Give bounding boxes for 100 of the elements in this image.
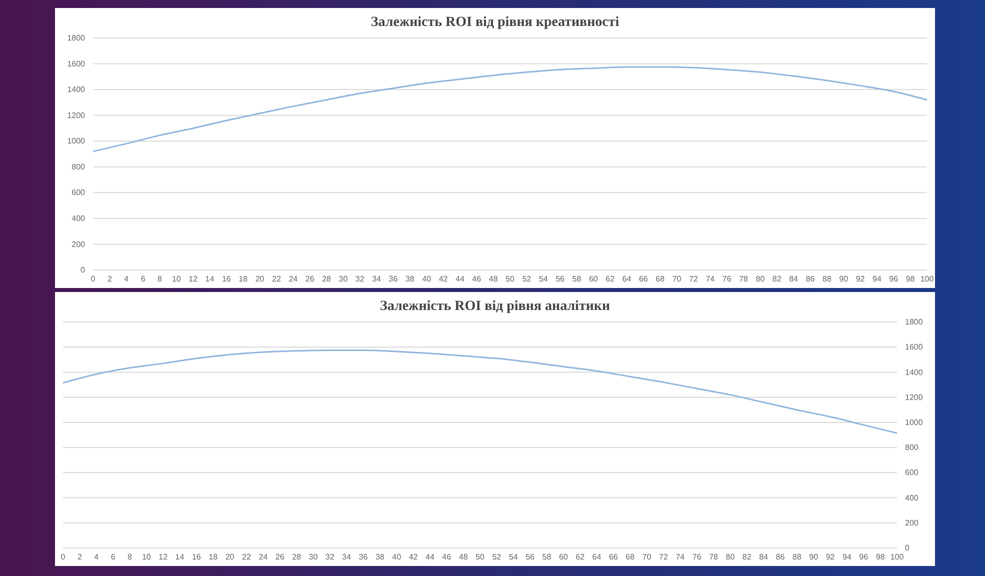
x-tick-label: 58 xyxy=(572,274,582,284)
x-tick-label: 90 xyxy=(839,274,849,284)
x-tick-label: 28 xyxy=(292,552,302,562)
x-tick-label: 12 xyxy=(188,274,198,284)
y2-tick-label: 800 xyxy=(905,443,919,452)
x-tick-label: 54 xyxy=(508,552,518,562)
x-tick-label: 28 xyxy=(322,274,332,284)
x-tick-label: 4 xyxy=(94,552,100,562)
x-tick-label: 34 xyxy=(372,274,382,284)
x-tick-label: 84 xyxy=(759,552,769,562)
x-tick-label: 76 xyxy=(722,274,732,284)
x-tick-label: 50 xyxy=(476,552,485,562)
line-series xyxy=(62,350,898,434)
x-tick-label: 18 xyxy=(238,274,248,284)
x-tick-label: 16 xyxy=(192,552,202,562)
x-tick-label: 42 xyxy=(438,274,448,284)
y-tick-label: 600 xyxy=(72,188,86,198)
x-tick-label: 40 xyxy=(422,274,432,284)
x-tick-label: 56 xyxy=(556,274,566,284)
x-tick-label: 40 xyxy=(392,552,402,562)
x-tick-label: 44 xyxy=(456,274,465,284)
x-tick-label: 74 xyxy=(676,552,686,562)
y-tick-label: 400 xyxy=(72,214,86,224)
x-tick-label: 26 xyxy=(275,552,285,562)
line-series xyxy=(92,66,928,152)
x-tick-label: 50 xyxy=(506,274,515,284)
x-tick-label: 80 xyxy=(756,274,766,284)
x-tick-label: 70 xyxy=(642,552,652,562)
x-tick-label: 96 xyxy=(859,552,869,562)
y2-tick-label: 1000 xyxy=(905,418,924,428)
x-tick-label: 24 xyxy=(258,552,268,562)
x-tick-label: 36 xyxy=(388,274,398,284)
x-tick-label: 72 xyxy=(659,552,668,562)
x-tick-label: 22 xyxy=(242,552,252,562)
x-tick-label: 90 xyxy=(809,552,819,562)
x-tick-label: 76 xyxy=(692,552,702,562)
chart-title: Залежність ROI від рівня креативності xyxy=(370,15,620,30)
x-tick-label: 86 xyxy=(776,552,786,562)
x-tick-label: 86 xyxy=(806,274,816,284)
x-tick-label: 6 xyxy=(110,552,116,562)
x-tick-label: 38 xyxy=(375,552,385,562)
x-tick-label: 0 xyxy=(60,552,66,562)
x-tick-label: 8 xyxy=(157,274,162,284)
x-tick-label: 32 xyxy=(355,274,365,284)
y2-tick-label: 600 xyxy=(905,468,919,478)
y2-tick-label: 1600 xyxy=(905,342,924,352)
x-tick-label: 66 xyxy=(608,552,618,562)
x-tick-label: 20 xyxy=(225,552,235,562)
x-tick-label: 46 xyxy=(472,274,482,284)
x-tick-label: 92 xyxy=(856,274,866,284)
x-tick-label: 98 xyxy=(906,274,916,284)
x-tick-label: 22 xyxy=(272,274,282,284)
x-tick-label: 48 xyxy=(488,274,498,284)
x-tick-label: 88 xyxy=(792,552,802,562)
x-tick-label: 100 xyxy=(920,274,934,284)
x-tick-label: 66 xyxy=(638,274,648,284)
x-tick-label: 16 xyxy=(222,274,232,284)
x-tick-label: 0 xyxy=(90,274,96,284)
x-tick-label: 34 xyxy=(342,552,352,562)
x-tick-label: 78 xyxy=(709,552,719,562)
y2-tick-label: 0 xyxy=(905,544,910,553)
x-tick-label: 2 xyxy=(77,552,82,562)
x-tick-label: 14 xyxy=(175,552,185,562)
y2-tick-label: 1800 xyxy=(905,318,924,327)
x-tick-label: 30 xyxy=(338,274,348,284)
y-tick-label: 1800 xyxy=(67,34,86,43)
y-tick-label: 0 xyxy=(80,266,86,275)
x-tick-label: 100 xyxy=(890,552,904,562)
x-tick-label: 82 xyxy=(742,552,752,562)
x-tick-label: 56 xyxy=(526,552,536,562)
x-tick-label: 60 xyxy=(588,274,598,284)
y-tick-label: 800 xyxy=(72,162,86,172)
x-tick-label: 18 xyxy=(208,552,218,562)
x-tick-label: 58 xyxy=(542,552,552,562)
x-tick-label: 72 xyxy=(689,274,698,284)
x-tick-label: 98 xyxy=(876,552,886,562)
y2-tick-label: 1400 xyxy=(905,368,924,377)
x-tick-label: 48 xyxy=(458,552,468,562)
x-tick-label: 42 xyxy=(408,552,418,562)
x-tick-label: 44 xyxy=(426,552,435,562)
x-tick-label: 8 xyxy=(127,552,132,562)
x-tick-label: 10 xyxy=(142,552,152,562)
y-tick-label: 1200 xyxy=(67,110,86,120)
x-tick-label: 52 xyxy=(492,552,502,562)
y2-tick-label: 400 xyxy=(905,493,919,502)
x-tick-label: 14 xyxy=(205,274,215,284)
x-tick-label: 12 xyxy=(158,552,168,562)
x-tick-label: 6 xyxy=(140,274,146,284)
x-tick-label: 4 xyxy=(124,274,130,284)
x-tick-label: 52 xyxy=(522,274,532,284)
x-tick-label: 62 xyxy=(576,552,586,562)
x-tick-label: 10 xyxy=(172,274,182,284)
x-tick-label: 96 xyxy=(889,274,899,284)
x-tick-label: 78 xyxy=(739,274,749,284)
x-tick-label: 54 xyxy=(538,274,548,284)
x-tick-label: 74 xyxy=(706,274,716,284)
x-tick-label: 26 xyxy=(305,274,315,284)
y-tick-label: 200 xyxy=(72,240,86,249)
x-tick-label: 88 xyxy=(822,274,832,284)
x-tick-label: 36 xyxy=(358,552,368,562)
